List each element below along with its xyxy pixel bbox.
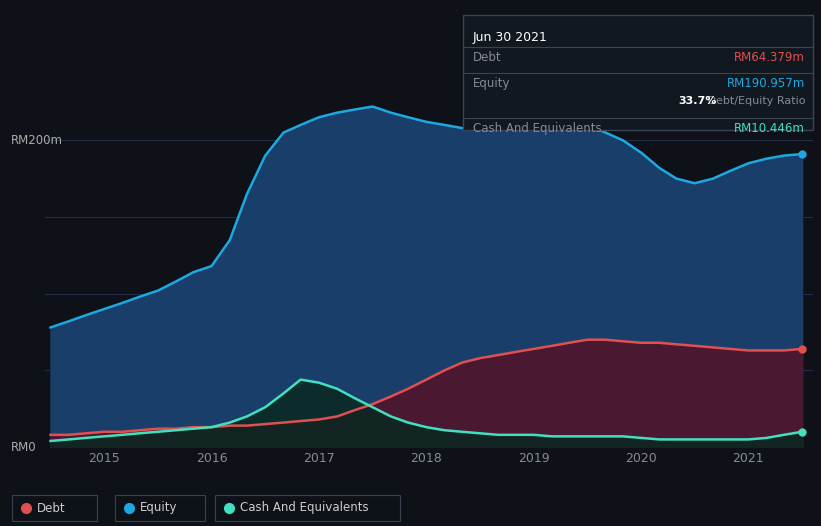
Text: Jun 30 2021: Jun 30 2021 — [473, 31, 548, 44]
Bar — [463, 15, 813, 130]
Text: Cash And Equivalents: Cash And Equivalents — [240, 501, 369, 514]
Bar — [12, 495, 97, 521]
Text: RM10.446m: RM10.446m — [734, 122, 805, 135]
Text: RM200m: RM200m — [11, 134, 62, 147]
Text: RM0: RM0 — [11, 441, 36, 453]
Text: 33.7%: 33.7% — [679, 96, 717, 106]
Text: Debt: Debt — [37, 501, 66, 514]
Text: Equity: Equity — [140, 501, 177, 514]
Text: Debt/Equity Ratio: Debt/Equity Ratio — [704, 96, 805, 106]
Text: Debt: Debt — [473, 51, 502, 64]
Text: Cash And Equivalents: Cash And Equivalents — [473, 122, 602, 135]
Text: RM190.957m: RM190.957m — [727, 77, 805, 90]
Text: RM64.379m: RM64.379m — [734, 51, 805, 64]
Text: Equity: Equity — [473, 77, 511, 90]
Bar — [115, 495, 205, 521]
Bar — [215, 495, 400, 521]
